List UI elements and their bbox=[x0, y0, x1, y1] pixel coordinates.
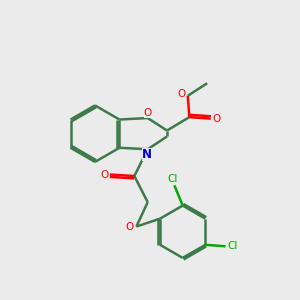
Text: O: O bbox=[100, 169, 109, 179]
Text: O: O bbox=[126, 221, 134, 232]
Text: O: O bbox=[212, 114, 220, 124]
Text: O: O bbox=[144, 108, 152, 118]
Text: Cl: Cl bbox=[168, 174, 178, 184]
Text: N: N bbox=[142, 148, 152, 161]
Text: O: O bbox=[177, 89, 185, 99]
Text: Cl: Cl bbox=[227, 241, 237, 251]
